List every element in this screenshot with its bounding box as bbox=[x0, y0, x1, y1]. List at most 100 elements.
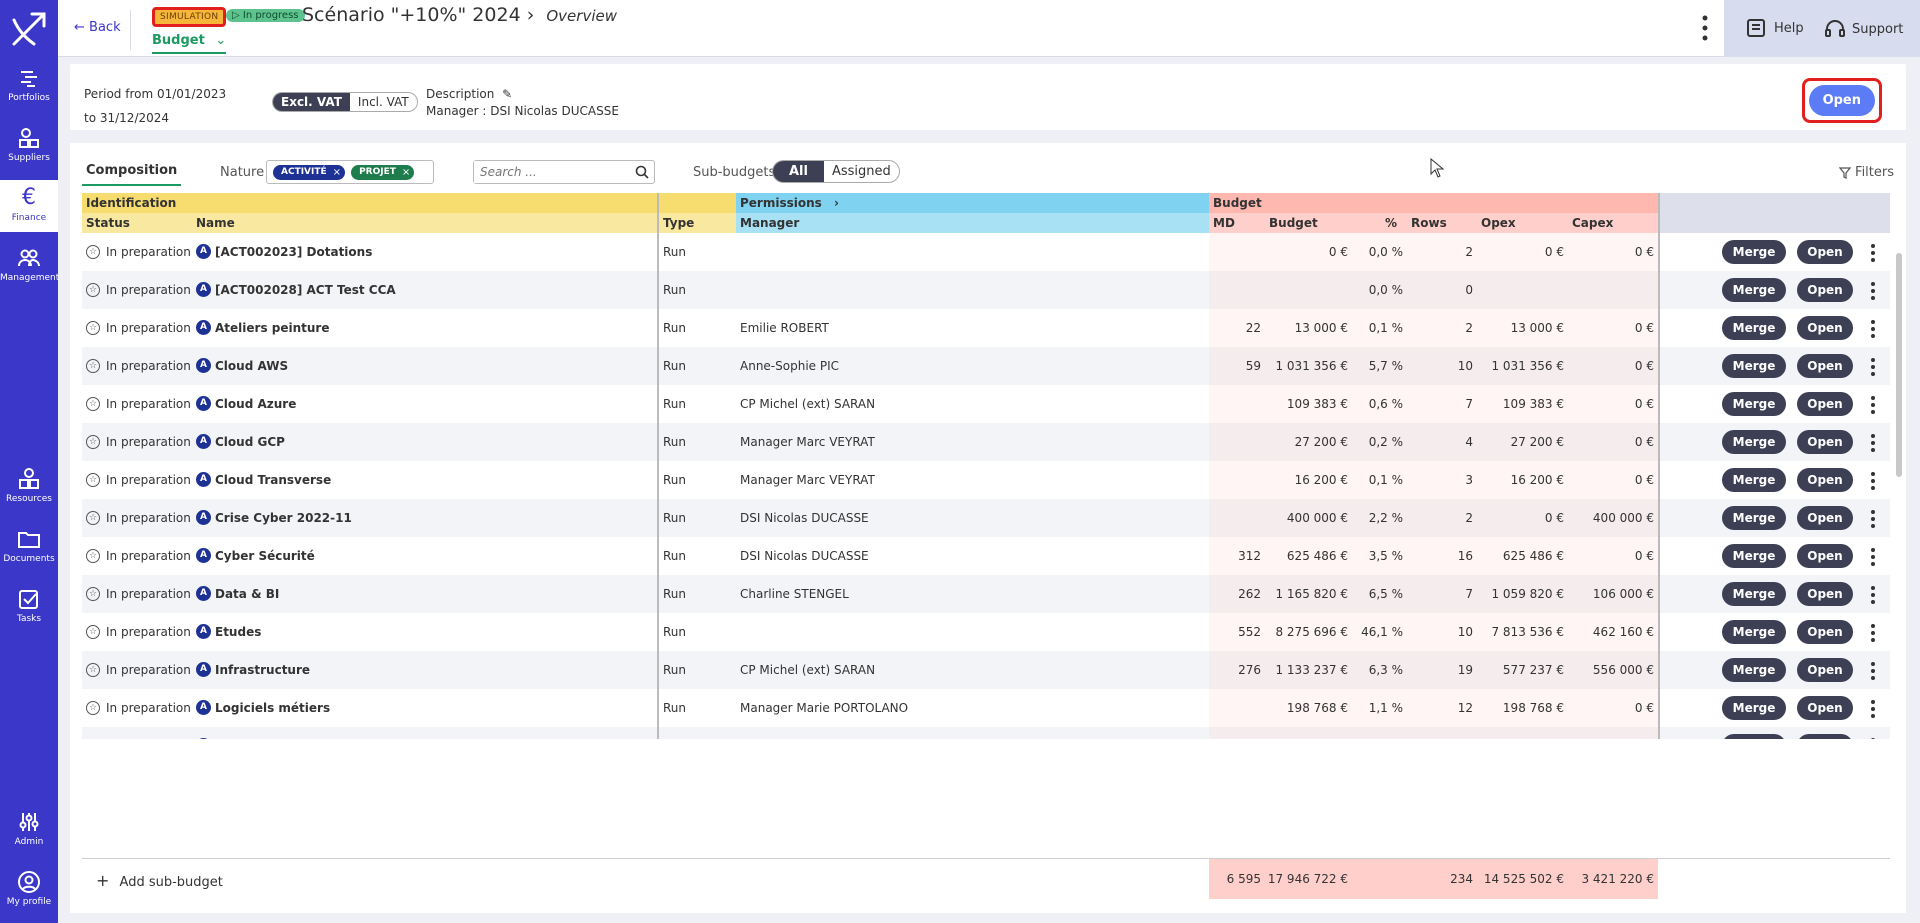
open-budget-button[interactable]: Open bbox=[1808, 85, 1875, 116]
open-button[interactable]: Open bbox=[1797, 392, 1853, 416]
vat-toggle[interactable]: Excl. VAT Incl. VAT bbox=[272, 92, 418, 112]
group-permissions[interactable]: Permissions › bbox=[736, 193, 1209, 213]
vertical-scrollbar[interactable] bbox=[1894, 233, 1904, 739]
vat-incl-option[interactable]: Incl. VAT bbox=[357, 95, 409, 109]
sidebar-item-management[interactable]: Management bbox=[0, 246, 59, 283]
search-icon[interactable] bbox=[635, 165, 649, 179]
subbudget-name[interactable]: Cloud AWS bbox=[215, 359, 289, 373]
star-icon[interactable]: ☆ bbox=[86, 320, 100, 335]
star-icon[interactable]: ☆ bbox=[86, 244, 100, 259]
table-row[interactable]: ☆ In preparation A Infrastructure Run CP Mich… bbox=[82, 651, 1890, 689]
star-icon[interactable]: ☆ bbox=[86, 624, 100, 639]
table-row[interactable]: ☆In preparation AManagement Run DSI Nicolas… bbox=[82, 727, 1890, 739]
name-cell[interactable]: A Etudes bbox=[196, 613, 656, 651]
help-button[interactable]: Help bbox=[1746, 18, 1804, 38]
more-options-icon[interactable] bbox=[1870, 281, 1876, 301]
merge-button[interactable]: Merge bbox=[1722, 620, 1786, 644]
table-row[interactable]: ☆ In preparation A Cloud Transverse Run Manag… bbox=[82, 461, 1890, 499]
merge-button[interactable]: Merge bbox=[1722, 696, 1786, 720]
star-icon[interactable]: ☆ bbox=[86, 586, 100, 601]
subbudget-name[interactable]: Cyber Sécurité bbox=[215, 549, 315, 563]
name-cell[interactable]: A [ACT002028] ACT Test CCA bbox=[196, 271, 656, 309]
sidebar-item-suppliers[interactable]: Suppliers bbox=[0, 126, 58, 163]
filters-button[interactable]: Filters bbox=[1839, 165, 1894, 180]
nature-filter[interactable]: ACTIVITÉ × PROJET × bbox=[266, 160, 434, 184]
more-options-icon[interactable] bbox=[1870, 509, 1876, 529]
star-icon[interactable]: ☆ bbox=[86, 510, 100, 525]
more-options-icon[interactable] bbox=[1870, 433, 1876, 453]
col-type[interactable]: Type bbox=[659, 213, 736, 233]
merge-button[interactable]: Merge bbox=[1722, 506, 1786, 530]
subbudgets-toggle[interactable]: All Assigned bbox=[772, 160, 900, 183]
close-icon[interactable]: × bbox=[332, 166, 342, 178]
subbudget-name[interactable]: Data & BI bbox=[215, 587, 280, 601]
star-icon[interactable]: ☆ bbox=[86, 358, 100, 373]
merge-button[interactable]: Merge bbox=[1722, 240, 1786, 264]
col-name[interactable]: Name bbox=[192, 213, 657, 233]
col-capex[interactable]: Capex bbox=[1568, 213, 1658, 233]
open-button[interactable]: Open bbox=[1797, 316, 1853, 340]
open-button[interactable]: Open bbox=[1797, 240, 1853, 264]
name-cell[interactable]: A Data & BI bbox=[196, 575, 656, 613]
subbudget-name[interactable]: Cloud Transverse bbox=[215, 473, 332, 487]
merge-button[interactable]: Merge bbox=[1722, 734, 1786, 739]
name-cell[interactable]: A Cyber Sécurité bbox=[196, 537, 656, 575]
open-button[interactable]: Open bbox=[1797, 658, 1853, 682]
subbudget-name[interactable]: Infrastructure bbox=[215, 663, 311, 677]
star-icon[interactable]: ☆ bbox=[86, 282, 100, 297]
col-status[interactable]: Status bbox=[82, 213, 192, 233]
open-button[interactable]: Open bbox=[1797, 468, 1853, 492]
table-row[interactable]: ☆ In preparation A Cloud AWS Run Anne-Sophie … bbox=[82, 347, 1890, 385]
sidebar-item-resources[interactable]: Resources bbox=[0, 467, 58, 504]
search-input[interactable] bbox=[474, 161, 624, 183]
close-icon[interactable]: × bbox=[401, 166, 411, 178]
more-options-icon[interactable] bbox=[1870, 395, 1876, 415]
name-cell[interactable]: A Infrastructure bbox=[196, 651, 656, 689]
subbudget-name[interactable]: Cloud Azure bbox=[215, 397, 297, 411]
open-button[interactable]: Open bbox=[1797, 620, 1853, 644]
name-cell[interactable]: AManagement bbox=[196, 727, 656, 739]
merge-button[interactable]: Merge bbox=[1722, 316, 1786, 340]
merge-button[interactable]: Merge bbox=[1722, 354, 1786, 378]
vat-excl-option[interactable]: Excl. VAT bbox=[273, 93, 350, 111]
table-row[interactable]: ☆ In preparation A Crise Cyber 2022-11 Run DS… bbox=[82, 499, 1890, 537]
name-cell[interactable]: A Cloud Azure bbox=[196, 385, 656, 423]
table-row[interactable]: ☆ In preparation A Data & BI Run Charline STE… bbox=[82, 575, 1890, 613]
open-button[interactable]: Open bbox=[1797, 696, 1853, 720]
subbudget-name[interactable]: Crise Cyber 2022-11 bbox=[215, 511, 352, 525]
name-cell[interactable]: A Cloud GCP bbox=[196, 423, 656, 461]
app-logo-icon[interactable] bbox=[10, 10, 48, 48]
col-rows[interactable]: Rows bbox=[1407, 213, 1477, 233]
subbudget-name[interactable]: Cloud GCP bbox=[215, 435, 285, 449]
open-button[interactable]: Open bbox=[1797, 354, 1853, 378]
table-row[interactable]: ☆ In preparation A [ACT002028] ACT Test CCA… bbox=[82, 271, 1890, 309]
back-button[interactable]: ← Back bbox=[74, 20, 121, 35]
col-md[interactable]: MD bbox=[1209, 213, 1265, 233]
more-options-icon[interactable] bbox=[1870, 623, 1876, 643]
star-icon[interactable]: ☆ bbox=[86, 396, 100, 411]
table-row[interactable]: ☆ In preparation A Cloud GCP Run Manager Marc… bbox=[82, 423, 1890, 461]
table-row[interactable]: ☆ In preparation A Cyber Sécurité Run DSI Nic… bbox=[82, 537, 1890, 575]
tab-composition[interactable]: Composition bbox=[82, 163, 182, 186]
open-button[interactable]: Open bbox=[1797, 278, 1853, 302]
name-cell[interactable]: A [ACT002023] Dotations bbox=[196, 233, 656, 271]
merge-button[interactable]: Merge bbox=[1722, 392, 1786, 416]
subbudget-name[interactable]: Logiciels métiers bbox=[215, 701, 331, 715]
sidebar-item-admin[interactable]: Admin bbox=[0, 810, 58, 847]
star-icon[interactable]: ☆ bbox=[86, 434, 100, 449]
more-options-icon[interactable] bbox=[1870, 471, 1876, 491]
more-options-icon[interactable] bbox=[1700, 14, 1710, 42]
more-options-icon[interactable] bbox=[1870, 357, 1876, 377]
col-manager[interactable]: Manager bbox=[736, 213, 1209, 233]
tab-budget[interactable]: Budget ⌄ bbox=[152, 33, 227, 54]
name-cell[interactable]: A Logiciels métiers bbox=[196, 689, 656, 727]
toggle-all[interactable]: All bbox=[773, 161, 824, 182]
open-button[interactable]: Open bbox=[1797, 734, 1853, 739]
open-button[interactable]: Open bbox=[1797, 506, 1853, 530]
star-icon[interactable]: ☆ bbox=[86, 472, 100, 487]
merge-button[interactable]: Merge bbox=[1722, 430, 1786, 454]
col-budget[interactable]: Budget bbox=[1265, 213, 1352, 233]
name-cell[interactable]: A Cloud Transverse bbox=[196, 461, 656, 499]
more-options-icon[interactable] bbox=[1870, 243, 1876, 263]
open-button[interactable]: Open bbox=[1797, 582, 1853, 606]
